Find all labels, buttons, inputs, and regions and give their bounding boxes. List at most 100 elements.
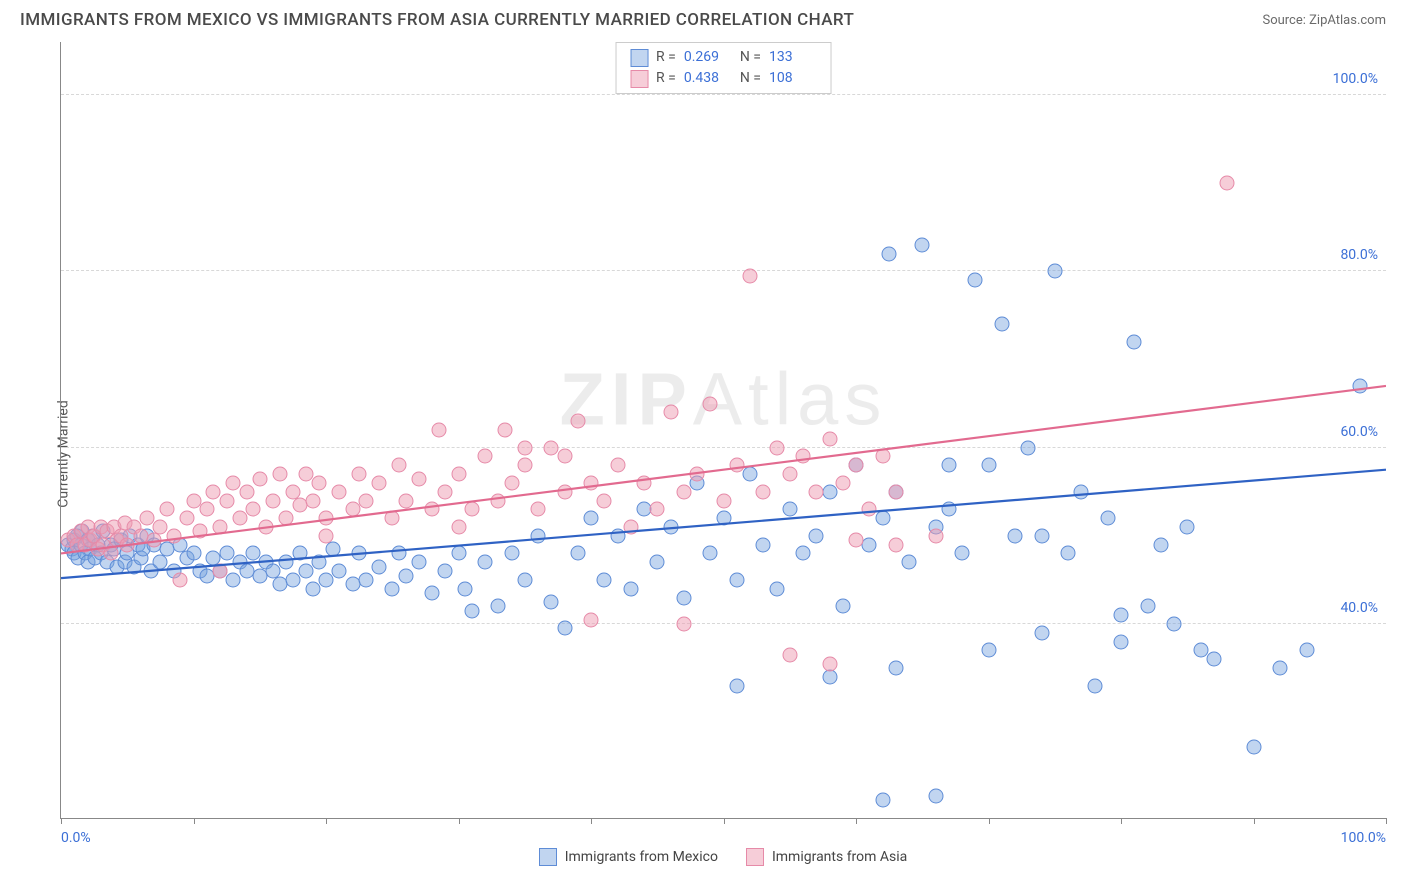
scatter-point	[584, 612, 599, 627]
stats-row: R =0.438N =108	[630, 68, 817, 89]
stats-row: R =0.269N =133	[630, 47, 817, 68]
scatter-point	[1087, 678, 1102, 693]
scatter-point	[266, 493, 281, 508]
scatter-point	[246, 502, 261, 517]
scatter-point	[345, 502, 360, 517]
scatter-point	[332, 484, 347, 499]
scatter-point	[312, 555, 327, 570]
scatter-point	[199, 502, 214, 517]
scatter-point	[981, 643, 996, 658]
y-tick-label: 80.0%	[1340, 247, 1378, 263]
scatter-point	[325, 542, 340, 557]
scatter-point	[411, 471, 426, 486]
scatter-point	[531, 502, 546, 517]
scatter-point	[769, 440, 784, 455]
scatter-point	[1153, 537, 1168, 552]
scatter-point	[272, 467, 287, 482]
scatter-point	[239, 484, 254, 499]
scatter-point	[584, 475, 599, 490]
stat-n-label: N =	[740, 68, 761, 89]
scatter-point	[179, 511, 194, 526]
scatter-point	[312, 475, 327, 490]
scatter-point	[391, 546, 406, 561]
gridline-h	[61, 447, 1386, 448]
trend-lines	[61, 42, 1386, 818]
scatter-point	[504, 546, 519, 561]
scatter-point	[160, 502, 175, 517]
scatter-point	[968, 273, 983, 288]
chart-container: Currently Married ZIPAtlas R =0.269N =13…	[20, 34, 1386, 874]
scatter-point	[425, 502, 440, 517]
scatter-point	[385, 511, 400, 526]
scatter-point	[1140, 599, 1155, 614]
scatter-point	[875, 449, 890, 464]
stat-n-value: 108	[769, 68, 817, 89]
scatter-point	[232, 511, 247, 526]
gridline-h	[61, 623, 1386, 624]
scatter-point	[166, 528, 181, 543]
scatter-point	[796, 546, 811, 561]
scatter-point	[729, 678, 744, 693]
scatter-point	[305, 581, 320, 596]
scatter-point	[319, 528, 334, 543]
scatter-point	[186, 546, 201, 561]
scatter-point	[743, 467, 758, 482]
scatter-point	[431, 423, 446, 438]
scatter-point	[1206, 652, 1221, 667]
scatter-point	[252, 471, 267, 486]
scatter-point	[981, 458, 996, 473]
scatter-point	[1352, 378, 1367, 393]
scatter-point	[1220, 176, 1235, 191]
gridline-h	[61, 270, 1386, 271]
scatter-point	[716, 511, 731, 526]
scatter-point	[478, 555, 493, 570]
scatter-point	[623, 520, 638, 535]
scatter-point	[928, 788, 943, 803]
scatter-point	[663, 520, 678, 535]
scatter-point	[120, 537, 135, 552]
scatter-point	[292, 546, 307, 561]
stat-n-label: N =	[740, 47, 761, 68]
scatter-point	[213, 564, 228, 579]
scatter-point	[259, 520, 274, 535]
scatter-point	[849, 533, 864, 548]
scatter-point	[941, 458, 956, 473]
scatter-point	[385, 581, 400, 596]
scatter-point	[676, 484, 691, 499]
scatter-point	[451, 546, 466, 561]
scatter-point	[1034, 625, 1049, 640]
scatter-point	[782, 467, 797, 482]
scatter-point	[822, 431, 837, 446]
scatter-point	[1021, 440, 1036, 455]
scatter-point	[822, 656, 837, 671]
scatter-point	[610, 458, 625, 473]
scatter-point	[332, 564, 347, 579]
scatter-point	[584, 511, 599, 526]
plot-area: ZIPAtlas R =0.269N =133R =0.438N =108 40…	[60, 42, 1386, 819]
scatter-point	[955, 546, 970, 561]
legend-item: Immigrants from Asia	[746, 848, 907, 866]
scatter-point	[637, 475, 652, 490]
scatter-point	[862, 537, 877, 552]
scatter-point	[1246, 740, 1261, 755]
stat-r-value: 0.438	[684, 68, 732, 89]
scatter-point	[782, 502, 797, 517]
scatter-point	[1127, 334, 1142, 349]
scatter-point	[570, 414, 585, 429]
scatter-point	[822, 669, 837, 684]
scatter-point	[1273, 661, 1288, 676]
scatter-point	[491, 493, 506, 508]
scatter-point	[305, 493, 320, 508]
scatter-point	[994, 317, 1009, 332]
scatter-point	[1167, 617, 1182, 632]
scatter-point	[358, 572, 373, 587]
legend-label: Immigrants from Asia	[772, 849, 907, 865]
scatter-point	[1299, 643, 1314, 658]
scatter-point	[285, 572, 300, 587]
scatter-point	[213, 520, 228, 535]
scatter-point	[104, 546, 119, 561]
scatter-point	[623, 581, 638, 596]
scatter-point	[1114, 634, 1129, 649]
series-swatch	[746, 848, 764, 866]
scatter-point	[1180, 520, 1195, 535]
